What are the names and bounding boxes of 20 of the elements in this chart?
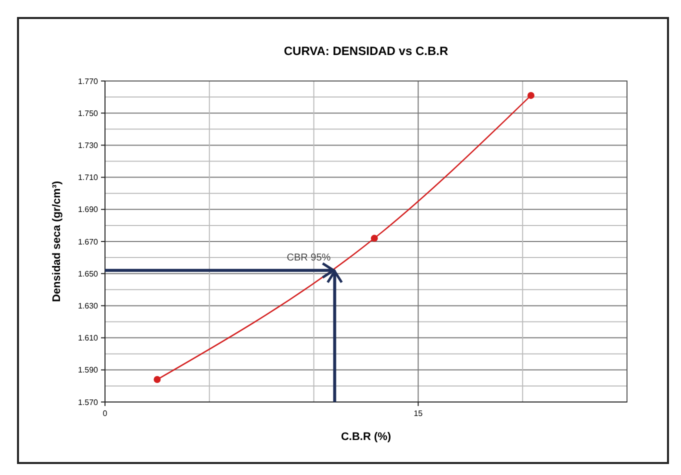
y-tick-label: 1.670	[78, 237, 99, 246]
chart-title: CURVA: DENSIDAD vs C.B.R	[284, 44, 448, 58]
x-tick-label: 0	[102, 409, 108, 418]
y-tick-label: 1.590	[78, 366, 99, 375]
y-tick-label: 1.690	[78, 205, 99, 214]
y-tick-label: 1.610	[78, 334, 99, 343]
y-tick-label: 1.770	[78, 76, 99, 86]
y-tick-label: 1.710	[78, 173, 99, 182]
y-tick-label: 1.730	[78, 141, 99, 150]
x-tick-label: 15	[414, 409, 424, 418]
y-tick-label: 1.650	[78, 269, 99, 278]
point	[154, 376, 161, 384]
point	[527, 92, 534, 99]
annotation: CBR 95%	[286, 252, 331, 264]
y-axis-title: Densidad seca (gr/cm³)	[51, 180, 63, 302]
y-tick-label: 1.570	[78, 398, 99, 407]
y-tick-label: 1.630	[78, 302, 99, 310]
y-tick-label: 1.750	[78, 108, 99, 118]
point	[370, 234, 378, 242]
x-axis-title: C.B.R (%)	[340, 431, 392, 443]
